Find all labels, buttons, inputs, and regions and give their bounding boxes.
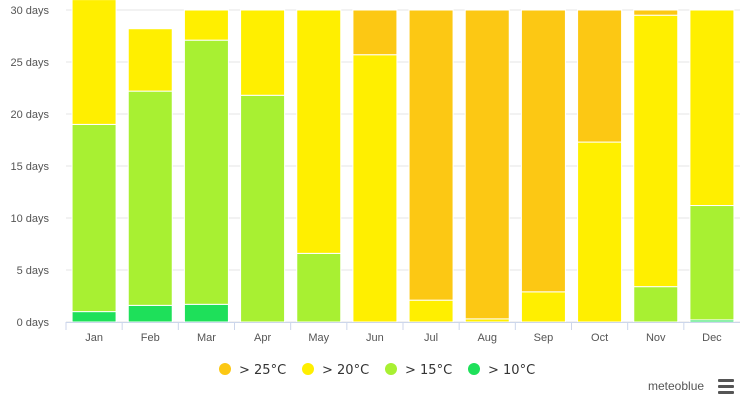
bar-segment[interactable] [408, 299, 454, 323]
x-tick-label: Nov [646, 332, 666, 344]
x-axis: Jan Feb Mar Apr May Jun Jul Aug Sep Oct Nov Dec [65, 322, 740, 344]
legend-item[interactable]: > 10°C [468, 363, 535, 378]
bar-segment[interactable] [464, 9, 510, 320]
y-tick-label: 0 days [17, 317, 50, 329]
bar-segment[interactable] [183, 9, 229, 41]
bar-segment[interactable] [127, 28, 173, 92]
gridlines [66, 9, 740, 323]
bar-segment[interactable] [689, 205, 735, 321]
bar-segment[interactable] [71, 0, 117, 125]
x-tick-label: Mar [197, 332, 216, 344]
bar-segment[interactable] [296, 9, 342, 254]
legend-item[interactable]: > 25°C [219, 363, 286, 378]
x-tick-label: Dec [702, 332, 722, 344]
bar-segment[interactable] [577, 9, 623, 143]
legend-label: > 10°C [488, 363, 535, 378]
legend-item[interactable]: > 15°C [385, 363, 452, 378]
y-axis: 0 days 5 days 10 days 15 days 20 days 25 days… [10, 5, 49, 329]
bar-segment[interactable] [183, 39, 229, 305]
bar-segment[interactable] [240, 94, 286, 323]
legend-marker [468, 363, 480, 375]
bar-segment[interactable] [352, 54, 398, 323]
bar-segment[interactable] [127, 90, 173, 306]
y-tick-label: 20 days [10, 109, 49, 121]
x-tick-label: Oct [591, 332, 608, 344]
y-tick-label: 15 days [10, 161, 49, 173]
bar-segment[interactable] [633, 9, 679, 16]
x-tick-label: Sep [534, 332, 554, 344]
bars [71, 0, 735, 323]
bar-segment[interactable] [408, 9, 454, 301]
x-tick-label: Jul [424, 332, 438, 344]
bar-segment[interactable] [633, 14, 679, 288]
x-tick-label: Jan [85, 332, 103, 344]
bar-segment[interactable] [520, 9, 566, 293]
bar-segment[interactable] [71, 311, 117, 323]
y-tick-label: 10 days [10, 213, 49, 225]
legend-label: > 20°C [322, 363, 369, 378]
x-tick-label: May [308, 332, 329, 344]
bar-segment[interactable] [352, 9, 398, 56]
legend-marker [302, 363, 314, 375]
x-tick-label: Jun [366, 332, 384, 344]
bar-segment[interactable] [633, 286, 679, 323]
y-tick-label: 5 days [17, 265, 50, 277]
bar-segment[interactable] [183, 303, 229, 323]
legend: > 25°C > 20°C > 15°C > 10°C [219, 363, 535, 378]
x-tick-label: Aug [477, 332, 497, 344]
x-tick-label: Apr [254, 332, 271, 344]
y-tick-label: 30 days [10, 5, 49, 17]
legend-marker [219, 363, 231, 375]
legend-item[interactable]: > 20°C [302, 363, 369, 378]
bar-segment[interactable] [689, 9, 735, 207]
legend-label: > 15°C [405, 363, 452, 378]
bar-segment[interactable] [127, 304, 173, 323]
credit-label[interactable]: meteoblue [648, 379, 704, 393]
bar-segment[interactable] [577, 141, 623, 323]
legend-label: > 25°C [239, 363, 286, 378]
bar-segment[interactable] [520, 291, 566, 323]
bar-segment[interactable] [71, 123, 117, 313]
bar-segment[interactable] [296, 252, 342, 323]
hamburger-menu-icon[interactable] [717, 378, 735, 396]
x-tick-label: Feb [141, 332, 160, 344]
bar-segment[interactable] [240, 9, 286, 96]
y-tick-label: 25 days [10, 57, 49, 69]
legend-marker [385, 363, 397, 375]
